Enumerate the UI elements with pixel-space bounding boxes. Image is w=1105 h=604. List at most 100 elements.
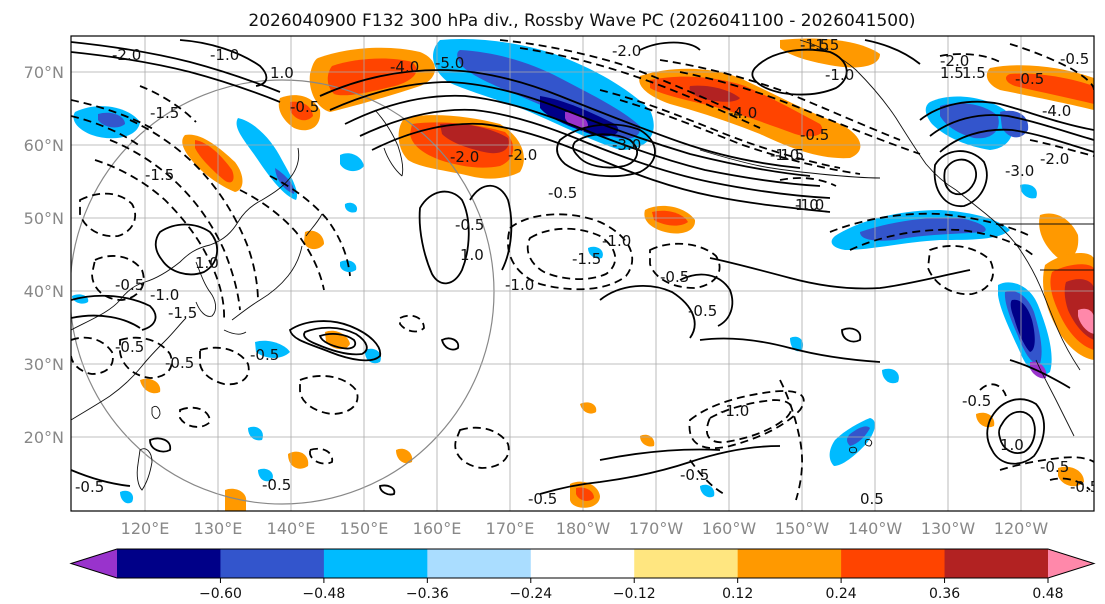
contour-label: -2.0: [1040, 150, 1069, 168]
contour-positive-loop-center: [556, 123, 656, 178]
lon-label: 150°E: [340, 519, 389, 538]
lon-label: 120°W: [994, 519, 1049, 538]
lon-label: 140°W: [848, 519, 903, 538]
shade-positive-small-3: [288, 451, 309, 469]
contour-label: -5.0: [435, 54, 464, 72]
contour-label: -1.5: [775, 146, 804, 164]
contour-label: -0.5: [1015, 70, 1044, 88]
coastline-china: [71, 317, 187, 421]
contour-label: -0.5: [962, 392, 991, 410]
contour-negative-asia-7: [91, 255, 145, 301]
contour-positive-mid-3: [679, 273, 734, 327]
contour-negative-mid-big-3: [649, 242, 721, 289]
colorbar-bin: [737, 549, 842, 578]
contour-label: -3.0: [1005, 162, 1034, 180]
contour-label: -4.0: [390, 58, 419, 76]
contour-negative-north-1: [71, 99, 156, 131]
contour-positive-west: [71, 294, 157, 331]
contour-label: -0.5: [528, 490, 557, 508]
contour-negative-mid-big-2: [526, 227, 616, 280]
map-area: -2.0 -1.0 1.0 -1.5 -0.5 1.0 -1.5 -4.0 -5…: [71, 36, 1094, 511]
colorbar-tick-label: −0.12: [613, 586, 656, 602]
contour-negative-asia-1: [94, 159, 225, 323]
shade-negative-siberia-core: [98, 112, 125, 128]
contour-positive-east: [919, 100, 1094, 131]
contour-label: -0.5: [115, 276, 144, 294]
colorbar-bin: [117, 549, 221, 578]
contour-label: -0.5: [290, 98, 319, 116]
colorbar-tick-label: 0.12: [722, 586, 753, 602]
contour-negative-jet-top: [499, 39, 741, 115]
contour-negative-asia-10: [198, 346, 250, 386]
shade-negative-small-6: [882, 368, 899, 384]
contour-positive-japan-3: [318, 333, 357, 350]
contour-positive-bottom-1: [379, 484, 396, 496]
contour-positive-se-loop-2: [998, 410, 1036, 454]
shade-negative-small-9: [700, 484, 715, 498]
shade-positive-coast: [1039, 213, 1079, 260]
contour-positive-mid-2: [599, 285, 696, 339]
contour-positive-east-2: [929, 114, 1094, 141]
coastline-japan: [223, 213, 323, 335]
contour-label: 1.0: [1000, 436, 1024, 454]
contour-label: -0.5: [455, 216, 484, 234]
contour-label: 1.0: [460, 246, 484, 264]
contour-positive-japan: [288, 320, 382, 362]
contour-label: -0.5: [1060, 50, 1089, 68]
shade-positive-northeast-2-core: [1005, 73, 1094, 104]
contour-negative-north-2: [71, 115, 141, 147]
contour-positive-east-3: [939, 128, 1094, 153]
contour-positive-left-2: [71, 51, 281, 103]
colorbar-extend-low: [71, 549, 117, 578]
contour-label: -2.0: [508, 146, 537, 164]
colorbar-tick-label: 0.36: [929, 586, 960, 602]
contour-label: -1.0: [602, 232, 631, 250]
colorbar-bin: [323, 549, 428, 578]
contour-label: -0.5: [680, 466, 709, 484]
lon-label: 160°E: [413, 519, 462, 538]
contour-positive-left-3: [179, 39, 268, 87]
contour-label: -1.5: [572, 250, 601, 268]
contour-negative-asia-5: [269, 175, 351, 277]
contour-negative-southeast-2: [1049, 477, 1091, 491]
colorbar: −0.60 −0.48 −0.36 −0.24 −0.12 0.12 0.24 0.36 0.4…: [69, 548, 1096, 602]
shade-negative-small-4: [1020, 184, 1037, 199]
contour-label: 1.5: [940, 64, 964, 82]
contour-lines: [71, 39, 1094, 496]
coastline-bc: [955, 189, 1081, 371]
contour-negative-south-3: [779, 379, 803, 501]
contour-positive-bottom-2: [440, 337, 460, 351]
shade-positive-aleutian-core: [440, 123, 509, 154]
contour-label: -1.5: [145, 166, 174, 184]
contour-positive-aleutian: [418, 190, 470, 285]
contour-label: -2.0: [112, 46, 141, 64]
coastline-philippines: [136, 448, 153, 491]
contour-negative-asia-6: [79, 192, 137, 238]
contour-positive-se-loop: [986, 398, 1045, 465]
lon-label: 180°W: [556, 519, 611, 538]
lon-label: 140°E: [267, 519, 316, 538]
longitude-labels: 120°E 130°E 140°E 150°E 160°E 170°E 180°…: [121, 519, 1049, 538]
lon-label: 130°W: [921, 519, 976, 538]
contour-negative-north-3: [139, 85, 197, 123]
contour-lines-dashed: [71, 39, 1094, 501]
shade-negative-small-1: [340, 153, 364, 172]
lat-label-40: 40°N: [24, 282, 64, 301]
contour-label: -0.5: [115, 338, 144, 356]
contour-negative-south-7: [309, 447, 334, 465]
colorbar-extend-high: [1048, 549, 1094, 578]
coastline-taiwan: [151, 405, 161, 419]
contour-label: 1.0: [195, 254, 219, 272]
coastline-asia-east: [71, 147, 300, 331]
coastline-kamchatka: [374, 109, 404, 177]
contour-negative-south-9: [979, 383, 1007, 397]
contour-positive-japan-2: [303, 326, 368, 356]
contour-positive-left: [71, 41, 281, 93]
contour-label: 0.5: [860, 490, 884, 508]
shade-positive-north-arc-core: [327, 58, 417, 96]
contour-positive-bottom-3: [841, 327, 862, 343]
coastline-aleutians: [699, 149, 881, 179]
contour-negative-jet-top-2: [519, 47, 761, 129]
contour-positive-east-loop-2: [933, 150, 988, 207]
figure-title: 2026040900 F132 300 hPa div., Rossby Wav…: [248, 11, 915, 31]
